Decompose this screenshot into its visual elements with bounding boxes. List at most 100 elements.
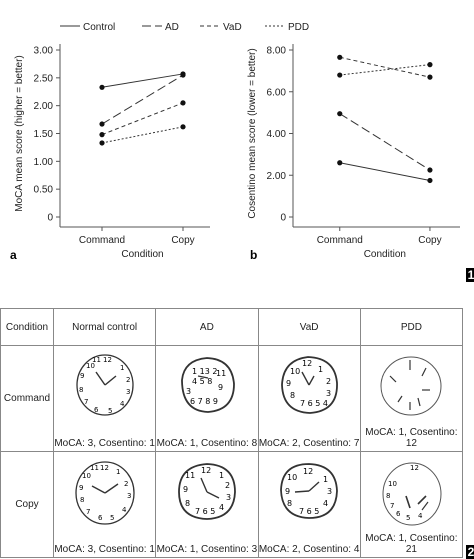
svg-text:7: 7 <box>84 398 88 406</box>
legend-label: VaD <box>223 22 242 33</box>
data-point-control <box>337 160 343 166</box>
svg-text:11: 11 <box>90 464 99 472</box>
data-point-ad <box>337 111 343 117</box>
svg-text:1: 1 <box>219 471 224 480</box>
svg-text:4: 4 <box>418 512 423 520</box>
svg-text:11: 11 <box>216 369 226 378</box>
moca-chart: 0 0.50 1.00 1.50 2.00 2.50 3.00 Command Copy Cond… <box>10 44 210 262</box>
table-header-row: Condition Normal control AD VaD PDD <box>0 308 464 346</box>
y-tick-label: 0 <box>47 213 53 224</box>
series-line-vad <box>101 102 184 136</box>
data-point-pdd <box>427 62 433 68</box>
cosentino-chart: 0 2.00 4.00 6.00 8.00 Command Copy Condition Cos… <box>247 44 460 262</box>
y-axis-label: Cosentino mean score (lower = better) <box>247 48 258 218</box>
svg-text:12: 12 <box>100 464 109 472</box>
legend-label: PDD <box>288 22 309 33</box>
clock-cell: 12 10 8 7 6 5 4 MoCA: 1, Cosentino: 21 <box>359 451 464 558</box>
series-line-control <box>339 162 431 181</box>
clock-drawing-image: 12 10 1 9 3 8 4 7 6 5 <box>280 463 339 519</box>
svg-text:7 6 5: 7 6 5 <box>299 507 319 516</box>
svg-text:9: 9 <box>285 487 290 496</box>
svg-text:11: 11 <box>185 471 195 480</box>
header-vad: VaD <box>257 308 361 346</box>
y-axis-label: MoCA mean score (higher = better) <box>14 55 25 211</box>
data-point-control <box>427 177 433 184</box>
figure-number-2: 2 <box>466 545 474 559</box>
series-line-pdd <box>101 126 184 144</box>
svg-text:1: 1 <box>116 468 120 476</box>
svg-text:4 5 8: 4 5 8 <box>192 377 212 386</box>
svg-text:4: 4 <box>122 506 127 514</box>
svg-text:8: 8 <box>290 391 295 400</box>
svg-text:7 6 5 4: 7 6 5 4 <box>300 399 328 408</box>
y-tick-label: 8.00 <box>267 46 287 57</box>
panel-letter: a <box>10 248 17 262</box>
svg-text:2: 2 <box>124 480 128 488</box>
svg-text:8: 8 <box>80 496 84 504</box>
clock-caption: MoCA: 1, Cosentino: 3 <box>156 544 258 555</box>
svg-text:10: 10 <box>388 480 397 488</box>
svg-text:1: 1 <box>120 364 124 372</box>
svg-text:8: 8 <box>79 386 83 394</box>
svg-text:4: 4 <box>219 503 224 512</box>
svg-text:10: 10 <box>290 367 300 376</box>
y-tick-label: 4.00 <box>267 129 287 140</box>
clock-cell: 12 1 2 3 4 5 6 7 8 9 10 11 MoCA: 3, Cosentino: 1 <box>52 345 157 452</box>
svg-text:7 6 5: 7 6 5 <box>195 507 215 516</box>
clock-caption: MoCA: 1, Cosentino: 12 <box>365 427 458 449</box>
header-ad: AD <box>155 308 259 346</box>
svg-text:3: 3 <box>127 492 131 500</box>
svg-text:9: 9 <box>79 484 83 492</box>
table-row: Command 12 1 2 3 4 5 6 7 8 9 10 11 MoCA: 3, Cosentin… <box>0 345 464 452</box>
svg-text:12: 12 <box>201 466 211 475</box>
svg-text:11: 11 <box>92 356 101 364</box>
y-tick-label: 1.00 <box>34 157 54 168</box>
svg-text:2: 2 <box>126 376 130 384</box>
svg-text:2: 2 <box>225 481 230 490</box>
svg-text:6: 6 <box>94 406 99 414</box>
svg-text:3: 3 <box>226 493 231 502</box>
header-condition: Condition <box>0 308 54 346</box>
svg-text:3: 3 <box>126 388 130 396</box>
x-tick-label: Copy <box>171 235 194 246</box>
y-tick-label: 2.00 <box>267 171 287 182</box>
svg-text:12: 12 <box>303 467 313 476</box>
svg-text:9: 9 <box>218 383 223 392</box>
y-tick-label: 0 <box>280 213 286 224</box>
series-line-ad <box>339 113 431 171</box>
legend-label: Control <box>83 22 115 33</box>
data-point-vad <box>337 54 343 60</box>
svg-text:3: 3 <box>327 487 332 496</box>
clock-caption: MoCA: 1, Cosentino: 21 <box>365 533 458 555</box>
panel-letter: b <box>250 248 257 262</box>
svg-text:6: 6 <box>396 510 401 518</box>
svg-text:3: 3 <box>186 387 191 396</box>
x-tick-label: Copy <box>418 235 441 246</box>
svg-text:10: 10 <box>86 362 95 370</box>
data-point-control <box>99 84 105 90</box>
svg-text:9: 9 <box>80 372 84 380</box>
svg-text:9: 9 <box>183 485 188 494</box>
series-line-ad <box>101 74 184 125</box>
data-point-vad <box>427 74 433 80</box>
svg-text:7: 7 <box>86 508 90 516</box>
svg-text:5: 5 <box>108 407 112 415</box>
clock-caption: MoCA: 2, Cosentino: 7 <box>258 438 360 449</box>
data-point-pdd <box>99 140 105 146</box>
svg-text:10: 10 <box>287 473 297 482</box>
svg-text:2: 2 <box>326 377 331 386</box>
x-tick-label: Command <box>79 235 125 246</box>
row-label-command: Command <box>0 345 54 452</box>
clock-caption: MoCA: 3, Cosentino: 1 <box>54 438 155 449</box>
svg-text:1: 1 <box>323 475 328 484</box>
clock-drawings-table: Condition Normal control AD VaD PDD Comm… <box>0 308 464 558</box>
row-label-copy: Copy <box>0 451 54 558</box>
svg-text:6 7 8 9: 6 7 8 9 <box>190 397 218 406</box>
svg-text:4: 4 <box>323 499 328 508</box>
header-pdd: PDD <box>359 308 464 346</box>
data-point-vad <box>180 100 186 106</box>
